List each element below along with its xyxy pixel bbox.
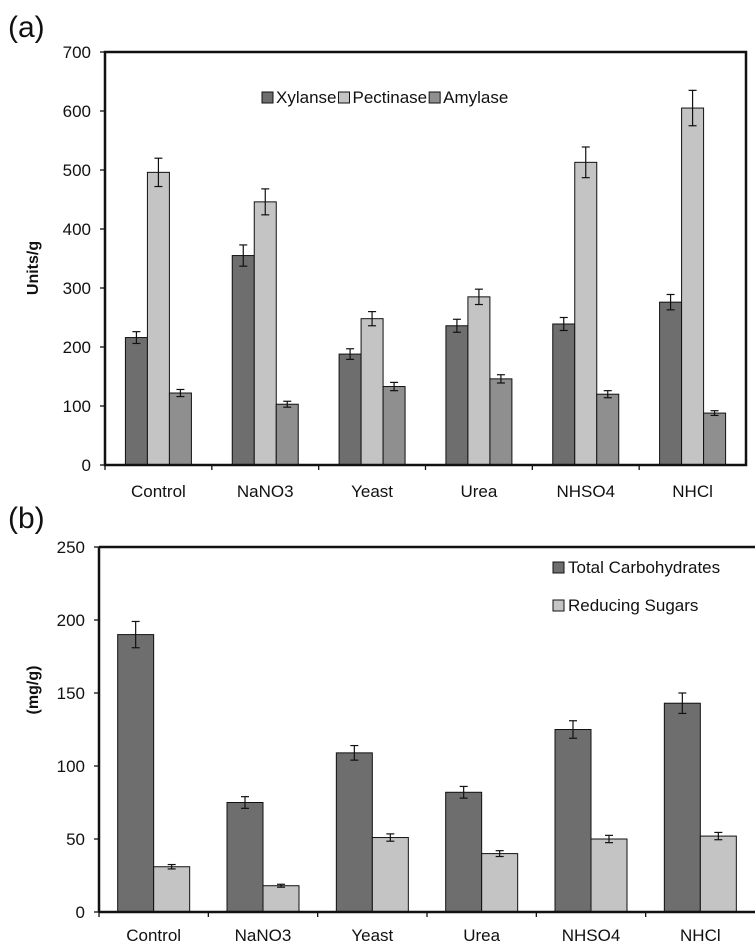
y-tick-label: 200 [63,338,91,357]
y-tick-label: 700 [63,43,91,62]
category-label: NHSO4 [562,926,621,945]
category-label: Yeast [351,926,393,945]
category-label: Urea [460,482,497,501]
bar [275,403,299,466]
plot-frame [103,50,748,467]
bar [703,412,727,466]
bar [168,392,192,466]
category-label: Control [131,482,186,501]
category-label: NHSO4 [556,482,615,501]
legend-swatch [337,91,350,104]
legend-label: Pectinase [352,88,427,107]
bar [338,353,362,466]
legend-label: Total Carbohydrates [568,558,720,577]
legend-label: Reducing Sugars [568,596,698,615]
panel-b-y-ticks: 0 50 100 150 200 250 [57,538,99,922]
bar [117,634,155,913]
bar [552,323,576,466]
y-tick-label: 200 [57,611,85,630]
bar [663,702,701,913]
category-label: Control [126,926,181,945]
y-tick-label: 500 [63,161,91,180]
legend-swatch [261,91,274,104]
panel-a-chart: (a) Units/g 0 100 200 300 400 500 600 700 Contr… [8,11,748,501]
legend-label: Xylanse [276,88,336,107]
bar [574,161,598,466]
panel-a-bars [124,89,727,466]
bar [335,752,373,913]
bar [253,201,277,466]
bar [554,729,592,913]
bar [124,337,148,466]
panel-b-categories: Control NaNO3 Yeast Urea NHSO4 NHCl [98,912,721,945]
y-tick-label: 100 [57,757,85,776]
bar [226,802,264,913]
bar [590,838,628,913]
category-label: NaNO3 [237,482,294,501]
bar [445,791,483,913]
panel-a-legend: Xylanse Pectinase Amylase [261,88,508,107]
bar [360,318,384,466]
y-tick-label: 300 [63,279,91,298]
panel-b-bars [117,620,737,913]
panel-a-categories: Control NaNO3 Yeast Urea NHSO4 NHCl [104,465,713,501]
y-tick-label: 400 [63,220,91,239]
bar [681,107,705,466]
category-label: NHCl [672,482,713,501]
bar [231,255,255,466]
legend-swatch [552,599,565,612]
bar [262,885,300,913]
panel-b-legend: Total Carbohydrates Reducing Sugars [552,558,720,615]
bar [659,301,683,466]
legend-swatch [552,561,565,574]
bar [489,378,513,466]
category-label: Yeast [351,482,393,501]
y-tick-label: 250 [57,538,85,557]
panel-b-label: (b) [8,502,45,535]
panel-a-y-ticks: 0 100 200 300 400 500 600 700 [63,43,105,475]
panel-b-y-axis-label: (mg/g) [25,666,42,715]
legend-swatch [428,91,441,104]
bar [445,325,469,466]
bar [467,296,491,466]
y-tick-label: 150 [57,684,85,703]
y-tick-label: 50 [66,830,85,849]
category-label: Urea [463,926,500,945]
y-tick-label: 0 [76,903,85,922]
panel-a-label: (a) [8,11,45,44]
y-tick-label: 100 [63,397,91,416]
bar [382,386,406,466]
legend-label: Amylase [443,88,508,107]
panel-b-chart: (b) (mg/g) 0 50 100 150 200 250 Control NaNO3 Y… [8,502,755,945]
category-label: NaNO3 [235,926,292,945]
bar [371,837,409,913]
panel-a-y-axis-label: Units/g [25,241,42,295]
y-tick-label: 600 [63,102,91,121]
bar [153,866,191,913]
bar [146,171,170,466]
bar [596,393,620,466]
y-tick-label: 0 [82,456,91,475]
bar [481,853,519,913]
category-label: NHCl [680,926,721,945]
bar [699,835,737,913]
panel-a-frame [103,50,748,467]
